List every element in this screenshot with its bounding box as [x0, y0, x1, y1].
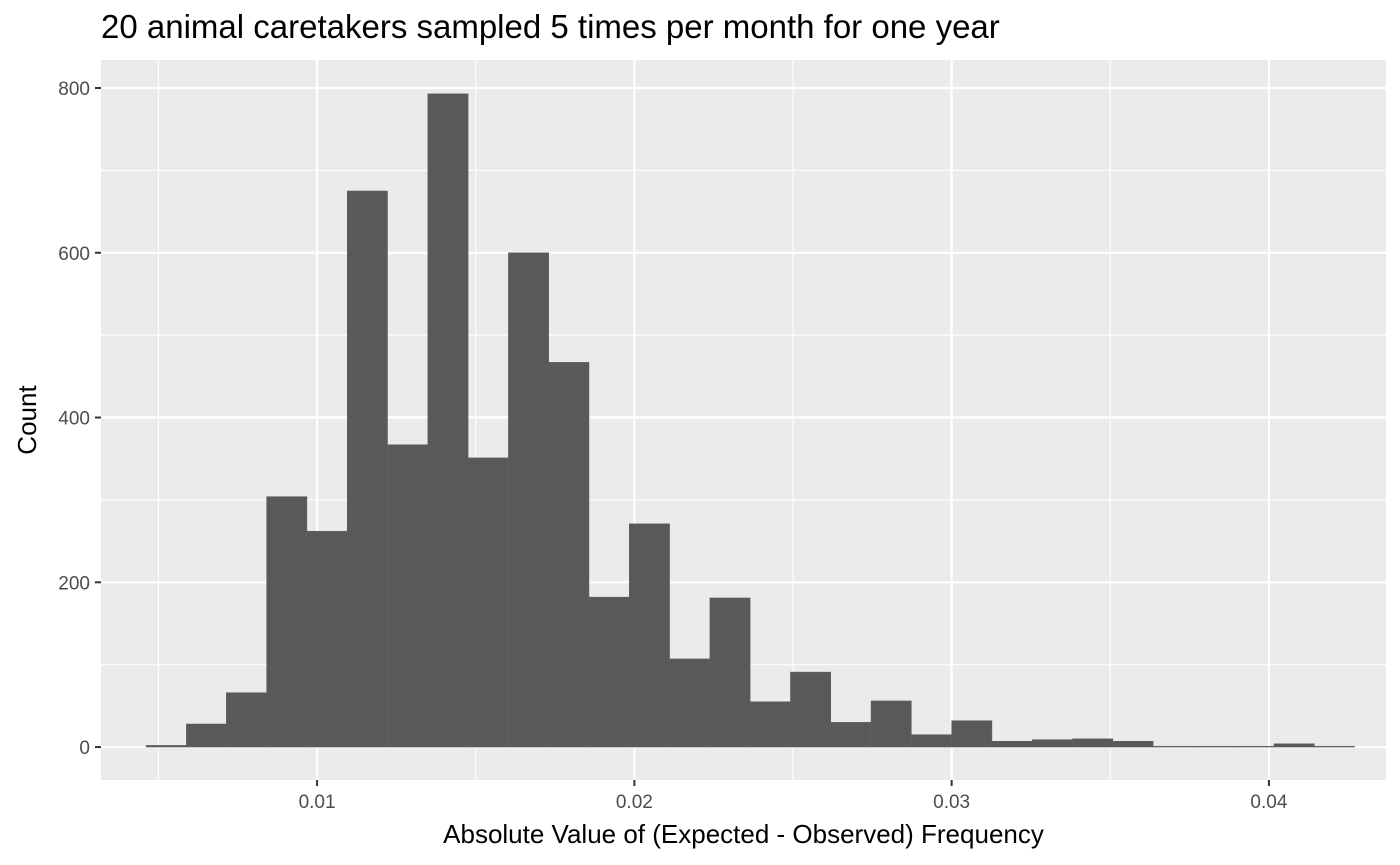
histogram-bar: [1112, 741, 1154, 748]
y-tick-label: 400: [58, 409, 90, 430]
histogram-bars: [145, 93, 1355, 748]
histogram-bar: [951, 720, 993, 748]
histogram-bar: [508, 252, 549, 748]
histogram-bar: [387, 444, 429, 748]
histogram-bar: [1314, 745, 1355, 748]
histogram-bar: [629, 523, 670, 748]
y-axis: 0 200 400 600 800: [58, 79, 101, 759]
histogram-bar: [1193, 745, 1234, 748]
histogram-bar: [1233, 745, 1275, 748]
histogram-bar: [1072, 738, 1114, 748]
histogram-bar: [467, 457, 509, 748]
x-tick-label: 0.04: [1250, 792, 1287, 813]
y-tick-label: 600: [58, 244, 90, 265]
y-tick-label: 200: [58, 573, 90, 594]
histogram-bar: [709, 597, 751, 748]
x-tick-label: 0.03: [933, 792, 970, 813]
y-tick-label: 0: [79, 738, 90, 759]
x-axis: 0.01 0.02 0.03 0.04: [299, 780, 1288, 813]
histogram-bar: [306, 530, 348, 748]
histogram-bar: [145, 745, 187, 748]
histogram-bar: [991, 741, 1033, 748]
histogram-bar: [1273, 743, 1315, 748]
histogram-bar: [266, 496, 308, 748]
histogram-bar: [548, 362, 590, 748]
x-axis-label: Absolute Value of (Expected - Observed) …: [443, 819, 1044, 849]
y-axis-label: Count: [12, 385, 42, 455]
x-tick-label: 0.01: [299, 792, 336, 813]
histogram-bar: [749, 701, 791, 748]
histogram-bar: [1031, 739, 1073, 748]
x-tick-label: 0.02: [616, 792, 653, 813]
histogram-bar: [669, 658, 711, 748]
histogram-bar: [427, 93, 469, 748]
chart-title: 20 animal caretakers sampled 5 times per…: [101, 8, 1000, 45]
histogram-bar: [790, 671, 832, 748]
histogram-bar: [588, 596, 630, 748]
histogram-bar: [226, 692, 267, 748]
histogram-bar: [186, 723, 227, 748]
histogram-bar: [346, 190, 388, 748]
histogram-bar: [1152, 745, 1194, 748]
histogram-bar: [870, 700, 912, 748]
y-tick-label: 800: [58, 79, 90, 100]
histogram-bar: [911, 734, 952, 748]
histogram-bar: [830, 722, 872, 748]
